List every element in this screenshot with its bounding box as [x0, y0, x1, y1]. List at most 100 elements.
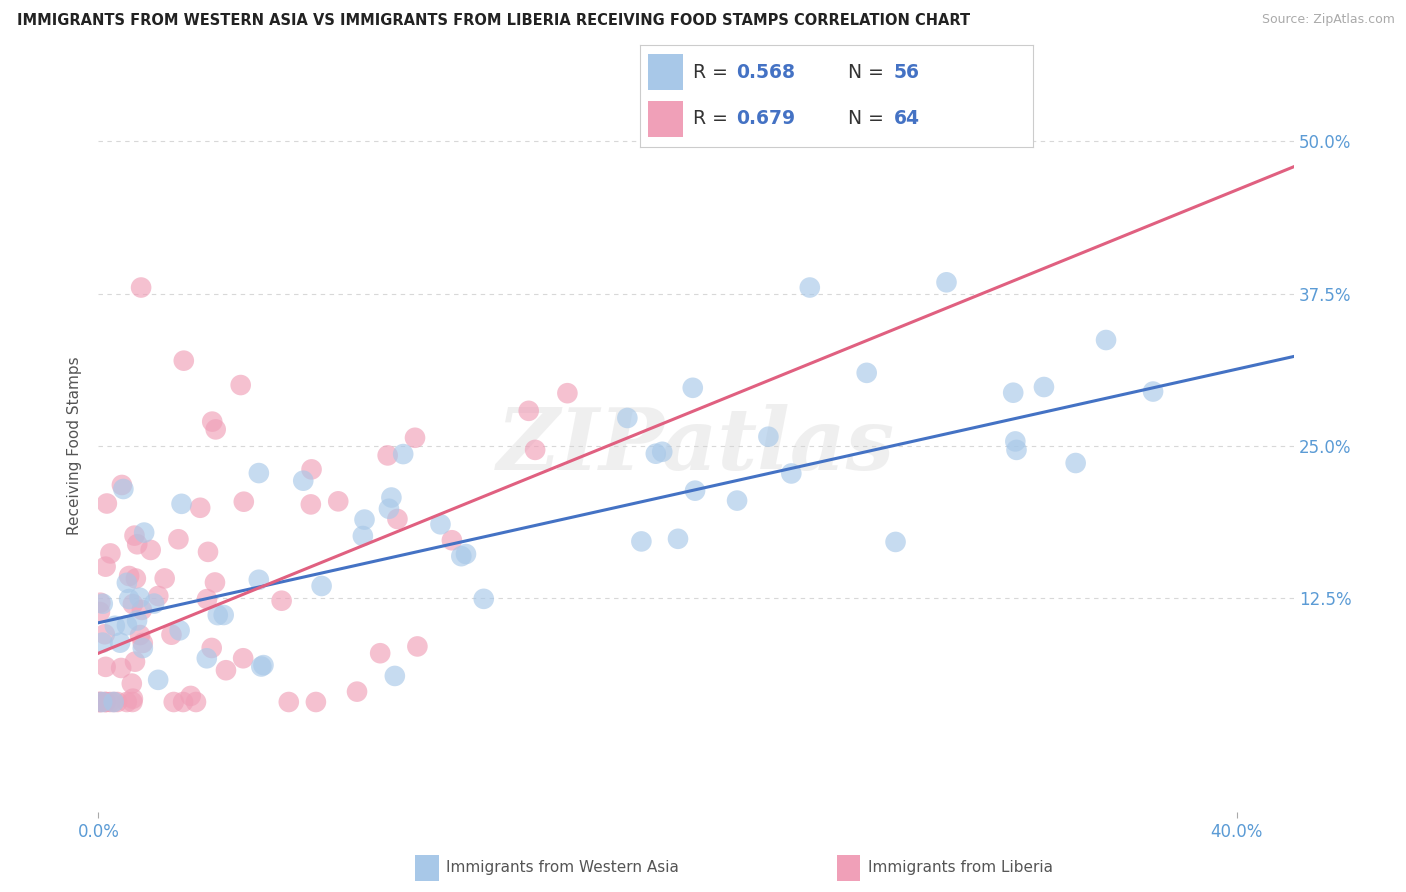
Point [1095, 333, 1118, 347]
Point [125, 572, 148, 586]
Point [104, 619, 127, 633]
Point [252, 658, 274, 673]
Point [121, 676, 143, 690]
Point [148, 589, 170, 603]
Point [758, 430, 780, 444]
Point [472, 591, 495, 606]
Point [89, 596, 111, 610]
Point [630, 534, 652, 549]
Point [122, 597, 145, 611]
Point [301, 462, 323, 476]
Point [195, 592, 218, 607]
Point [353, 512, 375, 526]
Point [87, 695, 110, 709]
Point [167, 533, 190, 547]
Text: 64: 64 [894, 110, 920, 128]
Point [139, 543, 162, 558]
Point [450, 549, 472, 564]
Point [215, 663, 238, 677]
Point [201, 640, 224, 655]
Point [666, 532, 689, 546]
Text: Immigrants from Western Asia: Immigrants from Western Asia [446, 861, 679, 875]
Point [128, 591, 150, 605]
Point [132, 636, 155, 650]
Point [134, 525, 156, 540]
Point [143, 597, 166, 611]
Point [89, 605, 111, 619]
Point [129, 628, 152, 642]
Point [131, 603, 153, 617]
Point [160, 628, 183, 642]
Point [207, 608, 229, 623]
Point [250, 659, 273, 673]
Text: Immigrants from Liberia: Immigrants from Liberia [868, 861, 1053, 875]
Point [277, 695, 299, 709]
Point [683, 483, 706, 498]
Point [884, 535, 907, 549]
Point [229, 378, 252, 392]
Point [311, 579, 333, 593]
Point [1032, 380, 1054, 394]
Point [146, 673, 169, 687]
Point [292, 474, 315, 488]
Point [935, 275, 957, 289]
Point [387, 512, 409, 526]
Point [855, 366, 877, 380]
Point [404, 431, 426, 445]
Point [247, 573, 270, 587]
Text: N =: N = [848, 110, 890, 128]
Point [799, 280, 821, 294]
Point [94, 627, 117, 641]
Point [378, 501, 401, 516]
Point [90, 695, 112, 709]
Point [103, 695, 125, 709]
Point [725, 493, 748, 508]
Text: N =: N = [848, 62, 890, 82]
Point [644, 447, 666, 461]
Text: R =: R = [693, 62, 734, 82]
Point [204, 422, 226, 436]
Point [188, 500, 211, 515]
Point [212, 607, 235, 622]
Point [112, 482, 135, 496]
Point [115, 618, 138, 632]
Point [195, 651, 218, 665]
Text: R =: R = [693, 110, 734, 128]
Point [377, 449, 399, 463]
Y-axis label: Receiving Food Stamps: Receiving Food Stamps [67, 357, 83, 535]
Point [111, 478, 134, 492]
Point [406, 640, 429, 654]
Point [204, 575, 226, 590]
Point [440, 533, 463, 548]
Point [392, 447, 415, 461]
Point [91, 635, 114, 649]
Point [105, 695, 128, 709]
Point [299, 497, 322, 511]
Point [1004, 434, 1026, 449]
Point [94, 695, 117, 709]
Text: 0.679: 0.679 [737, 110, 796, 128]
Point [384, 669, 406, 683]
Point [125, 614, 148, 628]
Point [127, 537, 149, 551]
Point [98, 695, 121, 709]
Point [197, 545, 219, 559]
Point [328, 494, 350, 508]
Point [94, 660, 117, 674]
Point [173, 353, 195, 368]
Point [153, 571, 176, 585]
Text: 56: 56 [894, 62, 920, 82]
Point [232, 651, 254, 665]
Point [1142, 384, 1164, 399]
Point [122, 691, 145, 706]
Point [94, 695, 117, 709]
Point [110, 661, 132, 675]
Point [557, 386, 579, 401]
Point [124, 528, 146, 542]
Point [89, 695, 111, 709]
Text: Source: ZipAtlas.com: Source: ZipAtlas.com [1261, 13, 1395, 27]
Point [169, 624, 191, 638]
Point [616, 411, 638, 425]
Point [780, 467, 803, 481]
Point [352, 529, 374, 543]
